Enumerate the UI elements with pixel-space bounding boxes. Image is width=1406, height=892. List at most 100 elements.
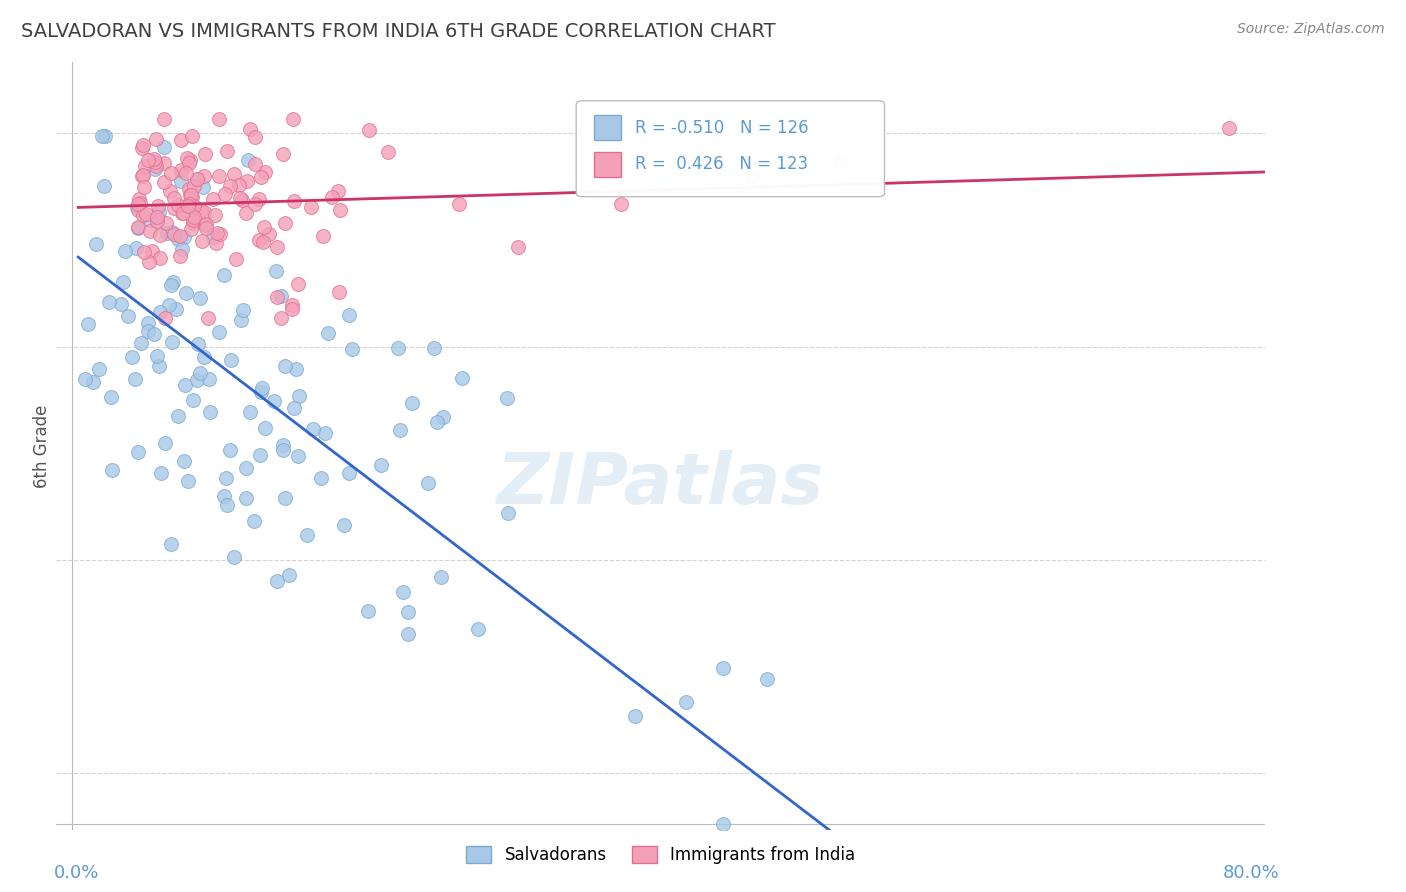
Point bbox=[238, 153, 260, 167]
Point bbox=[299, 200, 322, 214]
Point bbox=[87, 362, 110, 376]
Point bbox=[207, 325, 229, 339]
Text: 6th Grade: 6th Grade bbox=[32, 404, 51, 488]
Point bbox=[170, 242, 193, 256]
Point bbox=[225, 252, 247, 267]
Point bbox=[219, 443, 242, 458]
Point bbox=[129, 336, 152, 351]
Point bbox=[132, 137, 155, 152]
Point bbox=[253, 421, 276, 435]
Point bbox=[101, 463, 124, 477]
Point bbox=[266, 290, 288, 304]
Point bbox=[173, 230, 195, 244]
Point bbox=[190, 234, 212, 248]
Point bbox=[243, 514, 266, 528]
Point bbox=[270, 311, 292, 326]
Point bbox=[176, 152, 198, 166]
Point bbox=[309, 470, 332, 484]
Point bbox=[77, 317, 100, 331]
Point bbox=[153, 435, 176, 450]
Point bbox=[328, 285, 350, 299]
Point bbox=[163, 201, 186, 215]
Point bbox=[138, 254, 160, 268]
Point bbox=[143, 152, 166, 166]
Point bbox=[136, 324, 159, 338]
Point bbox=[273, 216, 295, 230]
Point bbox=[187, 171, 209, 186]
Point bbox=[339, 467, 361, 481]
Point bbox=[224, 550, 246, 565]
Point bbox=[169, 229, 191, 244]
Point bbox=[128, 195, 150, 210]
Point bbox=[131, 169, 153, 183]
Point bbox=[191, 180, 214, 194]
Legend: Salvadorans, Immigrants from India: Salvadorans, Immigrants from India bbox=[460, 839, 862, 871]
Point bbox=[136, 316, 159, 330]
Point bbox=[340, 342, 363, 356]
Point bbox=[756, 672, 779, 686]
Point bbox=[830, 154, 852, 169]
Point bbox=[186, 172, 208, 186]
Point bbox=[141, 244, 163, 259]
Point bbox=[231, 312, 253, 326]
Text: R = -0.510   N = 126: R = -0.510 N = 126 bbox=[636, 119, 808, 136]
Point bbox=[205, 235, 228, 250]
Point bbox=[100, 390, 122, 404]
Point bbox=[180, 187, 202, 202]
Point bbox=[82, 376, 104, 390]
Point bbox=[173, 453, 195, 467]
Point bbox=[181, 189, 204, 203]
Point bbox=[252, 220, 274, 235]
Point bbox=[219, 178, 242, 193]
Point bbox=[249, 384, 271, 399]
Point bbox=[149, 228, 172, 243]
Point bbox=[188, 292, 211, 306]
Point bbox=[181, 392, 204, 407]
Point bbox=[136, 153, 159, 167]
Point bbox=[176, 286, 198, 301]
Point bbox=[235, 491, 257, 506]
Point bbox=[150, 467, 173, 481]
Point bbox=[281, 298, 304, 312]
Point bbox=[170, 133, 193, 147]
Point bbox=[94, 129, 117, 144]
Point bbox=[711, 817, 734, 831]
Point bbox=[212, 489, 235, 503]
Point bbox=[127, 445, 149, 459]
Text: ZIPatlas: ZIPatlas bbox=[498, 450, 824, 519]
Point bbox=[219, 353, 242, 368]
Point bbox=[357, 122, 380, 136]
Point bbox=[179, 188, 201, 202]
Point bbox=[197, 311, 219, 326]
Point bbox=[98, 295, 121, 310]
Point bbox=[181, 129, 204, 144]
Point bbox=[370, 458, 392, 473]
Point bbox=[217, 499, 239, 513]
Point bbox=[84, 236, 107, 251]
Point bbox=[198, 404, 221, 418]
Point bbox=[295, 527, 318, 541]
Point bbox=[278, 567, 301, 582]
Point bbox=[426, 415, 449, 429]
Point bbox=[247, 192, 270, 206]
Point bbox=[159, 537, 181, 551]
Point bbox=[387, 342, 409, 356]
Point bbox=[266, 240, 288, 254]
Point bbox=[609, 197, 631, 211]
Point bbox=[145, 349, 167, 363]
Bar bbox=[595, 115, 621, 140]
Point bbox=[179, 155, 201, 169]
Point bbox=[377, 145, 399, 160]
Point bbox=[193, 350, 215, 364]
Point bbox=[165, 302, 187, 317]
Point bbox=[121, 351, 143, 365]
Point bbox=[135, 207, 157, 221]
Point bbox=[232, 303, 254, 318]
Point bbox=[496, 506, 519, 520]
Point bbox=[254, 165, 277, 179]
Point bbox=[134, 245, 156, 260]
Point bbox=[266, 263, 288, 277]
Point bbox=[467, 622, 489, 636]
Point bbox=[194, 217, 217, 231]
Point bbox=[1218, 120, 1240, 135]
